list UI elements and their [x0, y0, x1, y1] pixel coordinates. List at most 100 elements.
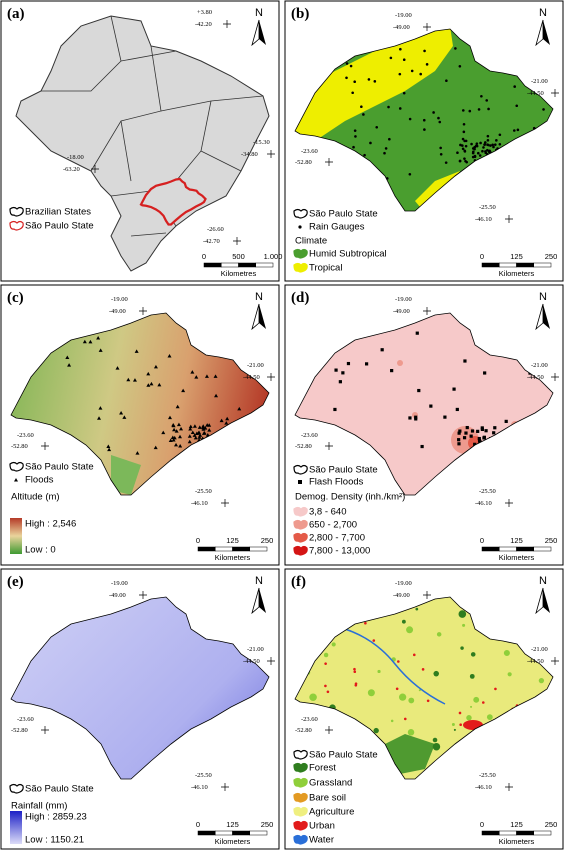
flash-flood	[482, 435, 486, 439]
rain-gauge	[387, 105, 390, 109]
flash-flood	[457, 438, 461, 442]
rain-gauge	[408, 172, 412, 176]
panel-label: (b)	[291, 6, 309, 22]
scale-bar	[533, 830, 552, 836]
flash-flood	[477, 436, 481, 441]
flash-flood	[414, 415, 418, 419]
urban-patch	[353, 670, 357, 673]
rain-gauge	[375, 125, 379, 129]
urban-patch	[364, 621, 367, 625]
rain-gauge	[410, 69, 414, 73]
rain-gauge	[384, 147, 388, 150]
legend-label: Urban	[309, 821, 335, 832]
longitude-label: -52.80	[11, 727, 28, 734]
flood-marker	[188, 424, 193, 429]
flash-flood	[458, 429, 462, 433]
rain-gauge	[373, 80, 377, 83]
legend-label: São Paulo State	[25, 462, 94, 473]
grassland-patch	[401, 619, 406, 624]
grassland-patch	[323, 652, 329, 658]
rain-gauge	[422, 118, 426, 122]
scale-bar	[481, 546, 500, 552]
scale-unit: Kilometers	[215, 553, 251, 562]
longitude-label: -52.80	[295, 443, 312, 450]
flood-marker	[98, 406, 103, 410]
flood-marker	[219, 418, 224, 423]
lowland	[111, 455, 141, 495]
flood-marker	[97, 416, 102, 420]
rain-gauge	[461, 147, 465, 151]
rain-gauge	[470, 142, 473, 146]
legend-symbol	[293, 464, 308, 475]
latitude-label: -25.50	[479, 204, 496, 211]
longitude-label: -34.80	[241, 151, 258, 158]
legend-label: Bare soil	[309, 793, 346, 804]
rain-gauge	[498, 142, 502, 146]
flood-marker	[176, 422, 181, 427]
flash-flood	[443, 415, 447, 419]
flash-flood	[408, 416, 412, 420]
coordinate-cross	[505, 499, 513, 507]
longitude-label: -52.80	[11, 443, 28, 450]
latitude-label: -26.60	[207, 226, 224, 233]
density-patch	[397, 360, 403, 366]
north-arrow	[259, 588, 266, 613]
panel-label: (e)	[7, 574, 24, 590]
flash-flood	[333, 407, 337, 412]
longitude-label: -63.20	[63, 166, 80, 173]
rain-gauge	[461, 109, 465, 112]
urban-patch	[458, 711, 462, 715]
flood-marker	[188, 426, 193, 431]
coordinate-cross	[551, 657, 559, 665]
grassland-patch	[415, 607, 419, 611]
scale-label: 250	[261, 820, 274, 829]
rain-gauge	[367, 78, 371, 81]
coordinate-cross	[505, 783, 513, 791]
state-border	[200, 150, 242, 172]
flash-flood	[473, 442, 477, 446]
rain-gauge	[513, 85, 516, 88]
grassland-patch	[331, 642, 336, 647]
legend-label: Flash Floods	[309, 477, 364, 488]
scale-label: 0	[196, 820, 200, 829]
rain-gauge	[485, 99, 489, 102]
state-border	[130, 232, 167, 237]
legend-symbol	[293, 262, 308, 273]
rain-gauge	[462, 122, 466, 126]
forest-area	[385, 734, 435, 774]
flash-flood	[484, 429, 488, 433]
scale-bar	[232, 830, 250, 836]
legend-label: High : 2,546	[25, 519, 76, 530]
flood-marker	[171, 423, 176, 428]
scale-label: 1.000	[264, 252, 283, 261]
flood-marker	[190, 370, 195, 374]
urban-patch	[471, 725, 474, 729]
longitude-label: -49.00	[109, 592, 126, 599]
flood-marker	[197, 435, 202, 439]
rain-gauge	[482, 146, 485, 149]
legend-label: 650 - 2,700	[309, 520, 357, 531]
longitude-label: -46.10	[191, 500, 208, 507]
longitude-label: -42.20	[195, 21, 212, 28]
rain-gauge	[512, 129, 516, 132]
scale-label: 0	[196, 536, 200, 545]
flash-flood	[462, 436, 467, 440]
rain-gauge	[461, 137, 465, 141]
grassland-patch	[470, 652, 476, 657]
coordinate-cross	[423, 23, 431, 31]
flood-marker	[204, 374, 209, 378]
rain-gauge	[419, 72, 422, 76]
rain-gauge	[423, 49, 426, 53]
scale-label: 250	[545, 252, 558, 261]
rain-gauge	[480, 94, 483, 98]
rain-gauge	[402, 58, 406, 62]
legend-label: Floods	[25, 475, 54, 486]
grassland-patch	[373, 727, 379, 734]
north-arrow	[535, 303, 544, 331]
longitude-label: -44.50	[243, 374, 260, 381]
coordinate-cross	[423, 591, 431, 599]
panel-label: (a)	[7, 6, 25, 22]
sao-paulo-outline	[294, 312, 554, 496]
latitude-label: -23.60	[17, 716, 34, 723]
